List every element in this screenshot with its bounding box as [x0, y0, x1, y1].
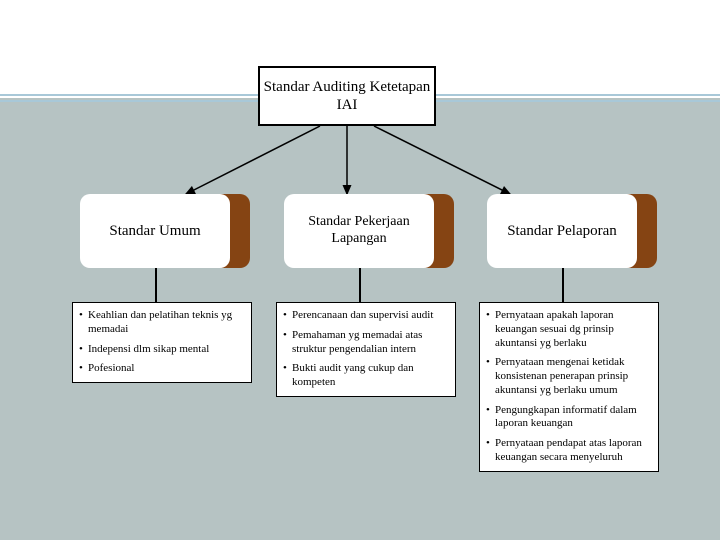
root-node-label: Standar Auditing Ketetapan IAI [260, 78, 434, 114]
bullet-box-1: Perencanaan dan supervisi audit Pemahaman… [276, 302, 456, 397]
connector-0 [155, 268, 157, 302]
branch-title-1: Standar Pekerjaan Lapangan [284, 194, 454, 268]
branch-title-label-1: Standar Pekerjaan Lapangan [284, 194, 434, 268]
bullet-item-2-0: Pernyataan apakah laporan keuangan sesua… [486, 309, 652, 350]
branch-title-0: Standar Umum [80, 194, 250, 268]
connector-2 [562, 268, 564, 302]
branch-title-label-2: Standar Pelaporan [487, 194, 637, 268]
bullet-item-0-2: Pofesional [79, 362, 245, 376]
bullet-list-1: Perencanaan dan supervisi audit Pemahaman… [283, 309, 449, 390]
bullet-list-2: Pernyataan apakah laporan keuangan sesua… [486, 309, 652, 465]
connector-1 [359, 268, 361, 302]
bullet-item-1-2: Bukti audit yang cukup dan kompeten [283, 362, 449, 390]
bullet-item-2-1: Pernyataan mengenai ketidak konsistenan … [486, 356, 652, 397]
branch-title-label-0: Standar Umum [80, 194, 230, 268]
bullet-item-0-0: Keahlian dan pelatihan teknis yg memadai [79, 309, 245, 337]
bullet-box-2: Pernyataan apakah laporan keuangan sesua… [479, 302, 659, 472]
bullet-box-0: Keahlian dan pelatihan teknis yg memadai… [72, 302, 252, 383]
root-node: Standar Auditing Ketetapan IAI [258, 66, 436, 126]
bullet-item-2-2: Pengungkapan informatif dalam laporan ke… [486, 404, 652, 432]
bullet-item-1-0: Perencanaan dan supervisi audit [283, 309, 449, 323]
bullet-list-0: Keahlian dan pelatihan teknis yg memadai… [79, 309, 245, 376]
bullet-item-1-1: Pemahaman yg memadai atas struktur penge… [283, 329, 449, 357]
bullet-item-0-1: Indepensi dlm sikap mental [79, 343, 245, 357]
bullet-item-2-3: Pernyataan pendapat atas laporan keuanga… [486, 437, 652, 465]
branch-title-2: Standar Pelaporan [487, 194, 657, 268]
